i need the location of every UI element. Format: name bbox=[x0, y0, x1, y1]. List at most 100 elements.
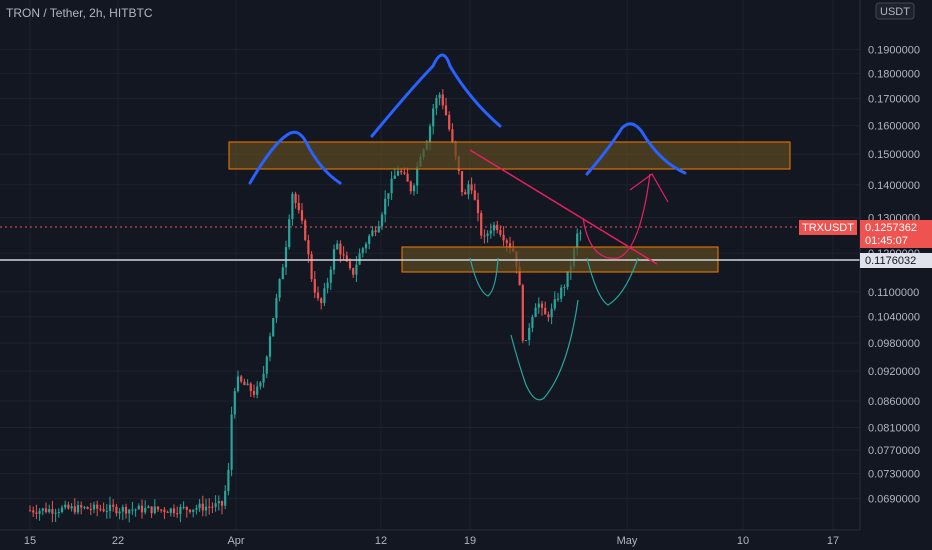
candle-body bbox=[470, 184, 473, 191]
candle-body bbox=[198, 503, 201, 509]
candle-body bbox=[163, 509, 166, 512]
candle-body bbox=[182, 506, 185, 508]
hline-price-tag bbox=[860, 253, 932, 268]
candle-body bbox=[412, 185, 416, 192]
time-tick-label: 19 bbox=[464, 535, 476, 547]
candle-body bbox=[345, 255, 348, 262]
projected-path[interactable] bbox=[582, 173, 651, 259]
projection-arrow[interactable] bbox=[629, 173, 669, 203]
candle-body bbox=[134, 509, 137, 511]
right-shoulder-curve[interactable] bbox=[585, 122, 687, 176]
inverse-left-shoulder[interactable] bbox=[469, 257, 499, 297]
candle-body bbox=[256, 386, 259, 395]
candle-body bbox=[473, 190, 476, 200]
price-axis[interactable] bbox=[860, 0, 932, 550]
candle-body bbox=[192, 509, 195, 512]
candle-body bbox=[380, 214, 384, 227]
candle-body bbox=[566, 271, 569, 288]
candle-body bbox=[291, 193, 294, 220]
candle-body bbox=[236, 376, 240, 392]
candle-body bbox=[179, 507, 182, 514]
candle-body bbox=[576, 233, 579, 249]
candle-body bbox=[121, 506, 124, 512]
candle-body bbox=[537, 303, 540, 308]
candle-body bbox=[220, 501, 224, 506]
candle-body bbox=[86, 507, 89, 509]
candle-body bbox=[249, 383, 252, 392]
candle-body bbox=[326, 282, 329, 289]
symbol-tag bbox=[799, 220, 857, 235]
candle-body bbox=[185, 506, 188, 510]
candle-body bbox=[300, 210, 304, 221]
candle-body bbox=[262, 373, 265, 383]
head-curve[interactable] bbox=[370, 53, 502, 138]
inverse-head[interactable] bbox=[510, 299, 579, 401]
candle-body bbox=[105, 510, 108, 512]
candle-body bbox=[310, 254, 313, 280]
candle-body bbox=[92, 504, 96, 510]
candle-body bbox=[393, 175, 396, 179]
candle-body bbox=[505, 240, 508, 244]
candle-body bbox=[448, 114, 451, 130]
candle-body bbox=[211, 506, 214, 508]
candle-body bbox=[115, 506, 118, 514]
price-tick-label: 0.1600000 bbox=[868, 121, 920, 133]
candle-body bbox=[432, 108, 435, 127]
candle-body bbox=[176, 513, 179, 515]
price-tick-label: 0.1800000 bbox=[868, 68, 920, 80]
time-tick-label: 22 bbox=[112, 535, 124, 547]
candle-body bbox=[540, 303, 544, 308]
candle-body bbox=[553, 299, 556, 309]
candle-body bbox=[390, 178, 393, 194]
descending-trendline[interactable] bbox=[469, 149, 658, 265]
candle-body bbox=[371, 230, 374, 236]
left-shoulder-curve[interactable] bbox=[248, 130, 342, 185]
candle-body bbox=[524, 340, 528, 342]
candle-body bbox=[534, 307, 537, 317]
candle-body bbox=[80, 505, 83, 508]
candle-body bbox=[60, 507, 64, 512]
candle-body bbox=[259, 382, 262, 387]
candle-body bbox=[560, 287, 563, 299]
symbol-tag-label: TRXUSDT bbox=[802, 222, 854, 234]
candle-body bbox=[44, 508, 48, 513]
time-tick-label: 10 bbox=[737, 535, 749, 547]
candle-body bbox=[35, 512, 38, 514]
candle-body bbox=[384, 198, 387, 215]
time-axis[interactable]: 15 22 Apr 12 19 May 10 17 bbox=[24, 535, 839, 547]
candle-body bbox=[409, 181, 412, 192]
candle-body bbox=[336, 243, 339, 250]
candle-body bbox=[118, 511, 121, 514]
time-tick-label: May bbox=[617, 535, 638, 547]
price-tick-label: 0.0860000 bbox=[868, 396, 920, 408]
candle-body bbox=[172, 508, 176, 514]
price-tick-label: 0.0810000 bbox=[868, 423, 920, 435]
price-tick-label: 0.0730000 bbox=[868, 469, 920, 481]
resistance-zone[interactable] bbox=[228, 141, 791, 170]
currency-badge-label: USDT bbox=[880, 6, 910, 18]
price-tick-label: 0.1400000 bbox=[868, 180, 920, 192]
price-tick-label: 0.0690000 bbox=[868, 494, 920, 506]
candle-body bbox=[204, 506, 208, 511]
candles-group bbox=[28, 89, 582, 523]
candle-body bbox=[492, 224, 496, 231]
candle-body bbox=[403, 172, 406, 174]
time-tick-label: Apr bbox=[227, 535, 244, 547]
inverse-right-shoulder[interactable] bbox=[586, 257, 639, 306]
candle-body bbox=[96, 504, 99, 509]
candle-body bbox=[387, 193, 390, 199]
candle-body bbox=[374, 230, 377, 233]
candle-body bbox=[240, 376, 243, 382]
time-tick-label: 17 bbox=[827, 535, 839, 547]
candle-body bbox=[489, 230, 492, 234]
candle-body bbox=[252, 391, 256, 395]
candle-body bbox=[83, 507, 86, 509]
countdown-value: 01:45:07 bbox=[865, 235, 908, 247]
candle-body bbox=[502, 234, 505, 241]
currency-badge[interactable] bbox=[875, 2, 915, 20]
candle-body bbox=[188, 509, 192, 512]
price-tick-label: 0.1500000 bbox=[868, 149, 920, 161]
candle-body bbox=[32, 510, 35, 513]
candle-body bbox=[320, 298, 323, 304]
